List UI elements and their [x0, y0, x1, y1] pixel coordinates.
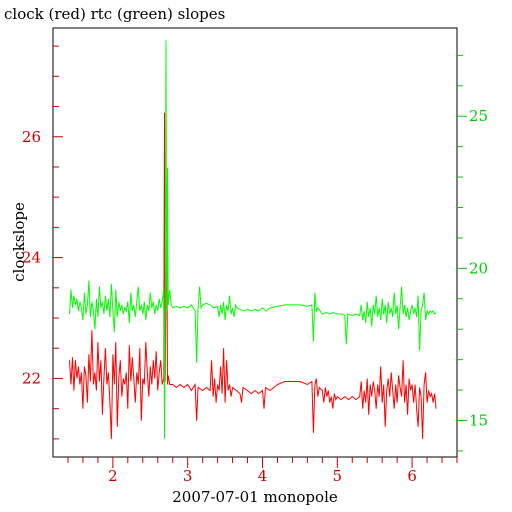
- y-left-tick-label: 26: [22, 128, 41, 146]
- series-lines: [69, 40, 437, 439]
- y-axis-label: clockslope: [10, 202, 28, 282]
- plot-frame: [52, 27, 458, 458]
- y-left-tick-label: 22: [22, 369, 41, 387]
- chart-title: clock (red) rtc (green) slopes: [4, 5, 225, 23]
- y-left-tick-label: 24: [22, 249, 41, 267]
- x-tick-label: 3: [183, 467, 193, 485]
- x-tick-label: 4: [258, 467, 268, 485]
- y-right-tick-label: 25: [469, 107, 488, 125]
- x-tick-label: 5: [333, 467, 343, 485]
- clock-series-line: [69, 112, 437, 439]
- y-right-tick-label: 20: [469, 259, 488, 277]
- x-axis-label: 2007-07-01 monopole: [172, 488, 338, 506]
- axis-ticks: [53, 45, 467, 468]
- x-tick-label: 2: [108, 467, 118, 485]
- rtc-series-line: [69, 40, 437, 439]
- x-tick-label: 6: [407, 467, 417, 485]
- y-right-tick-label: 15: [469, 411, 488, 429]
- axis-tick-labels: 2 3 4 5 6 22 24 26 15 20 25: [22, 107, 488, 485]
